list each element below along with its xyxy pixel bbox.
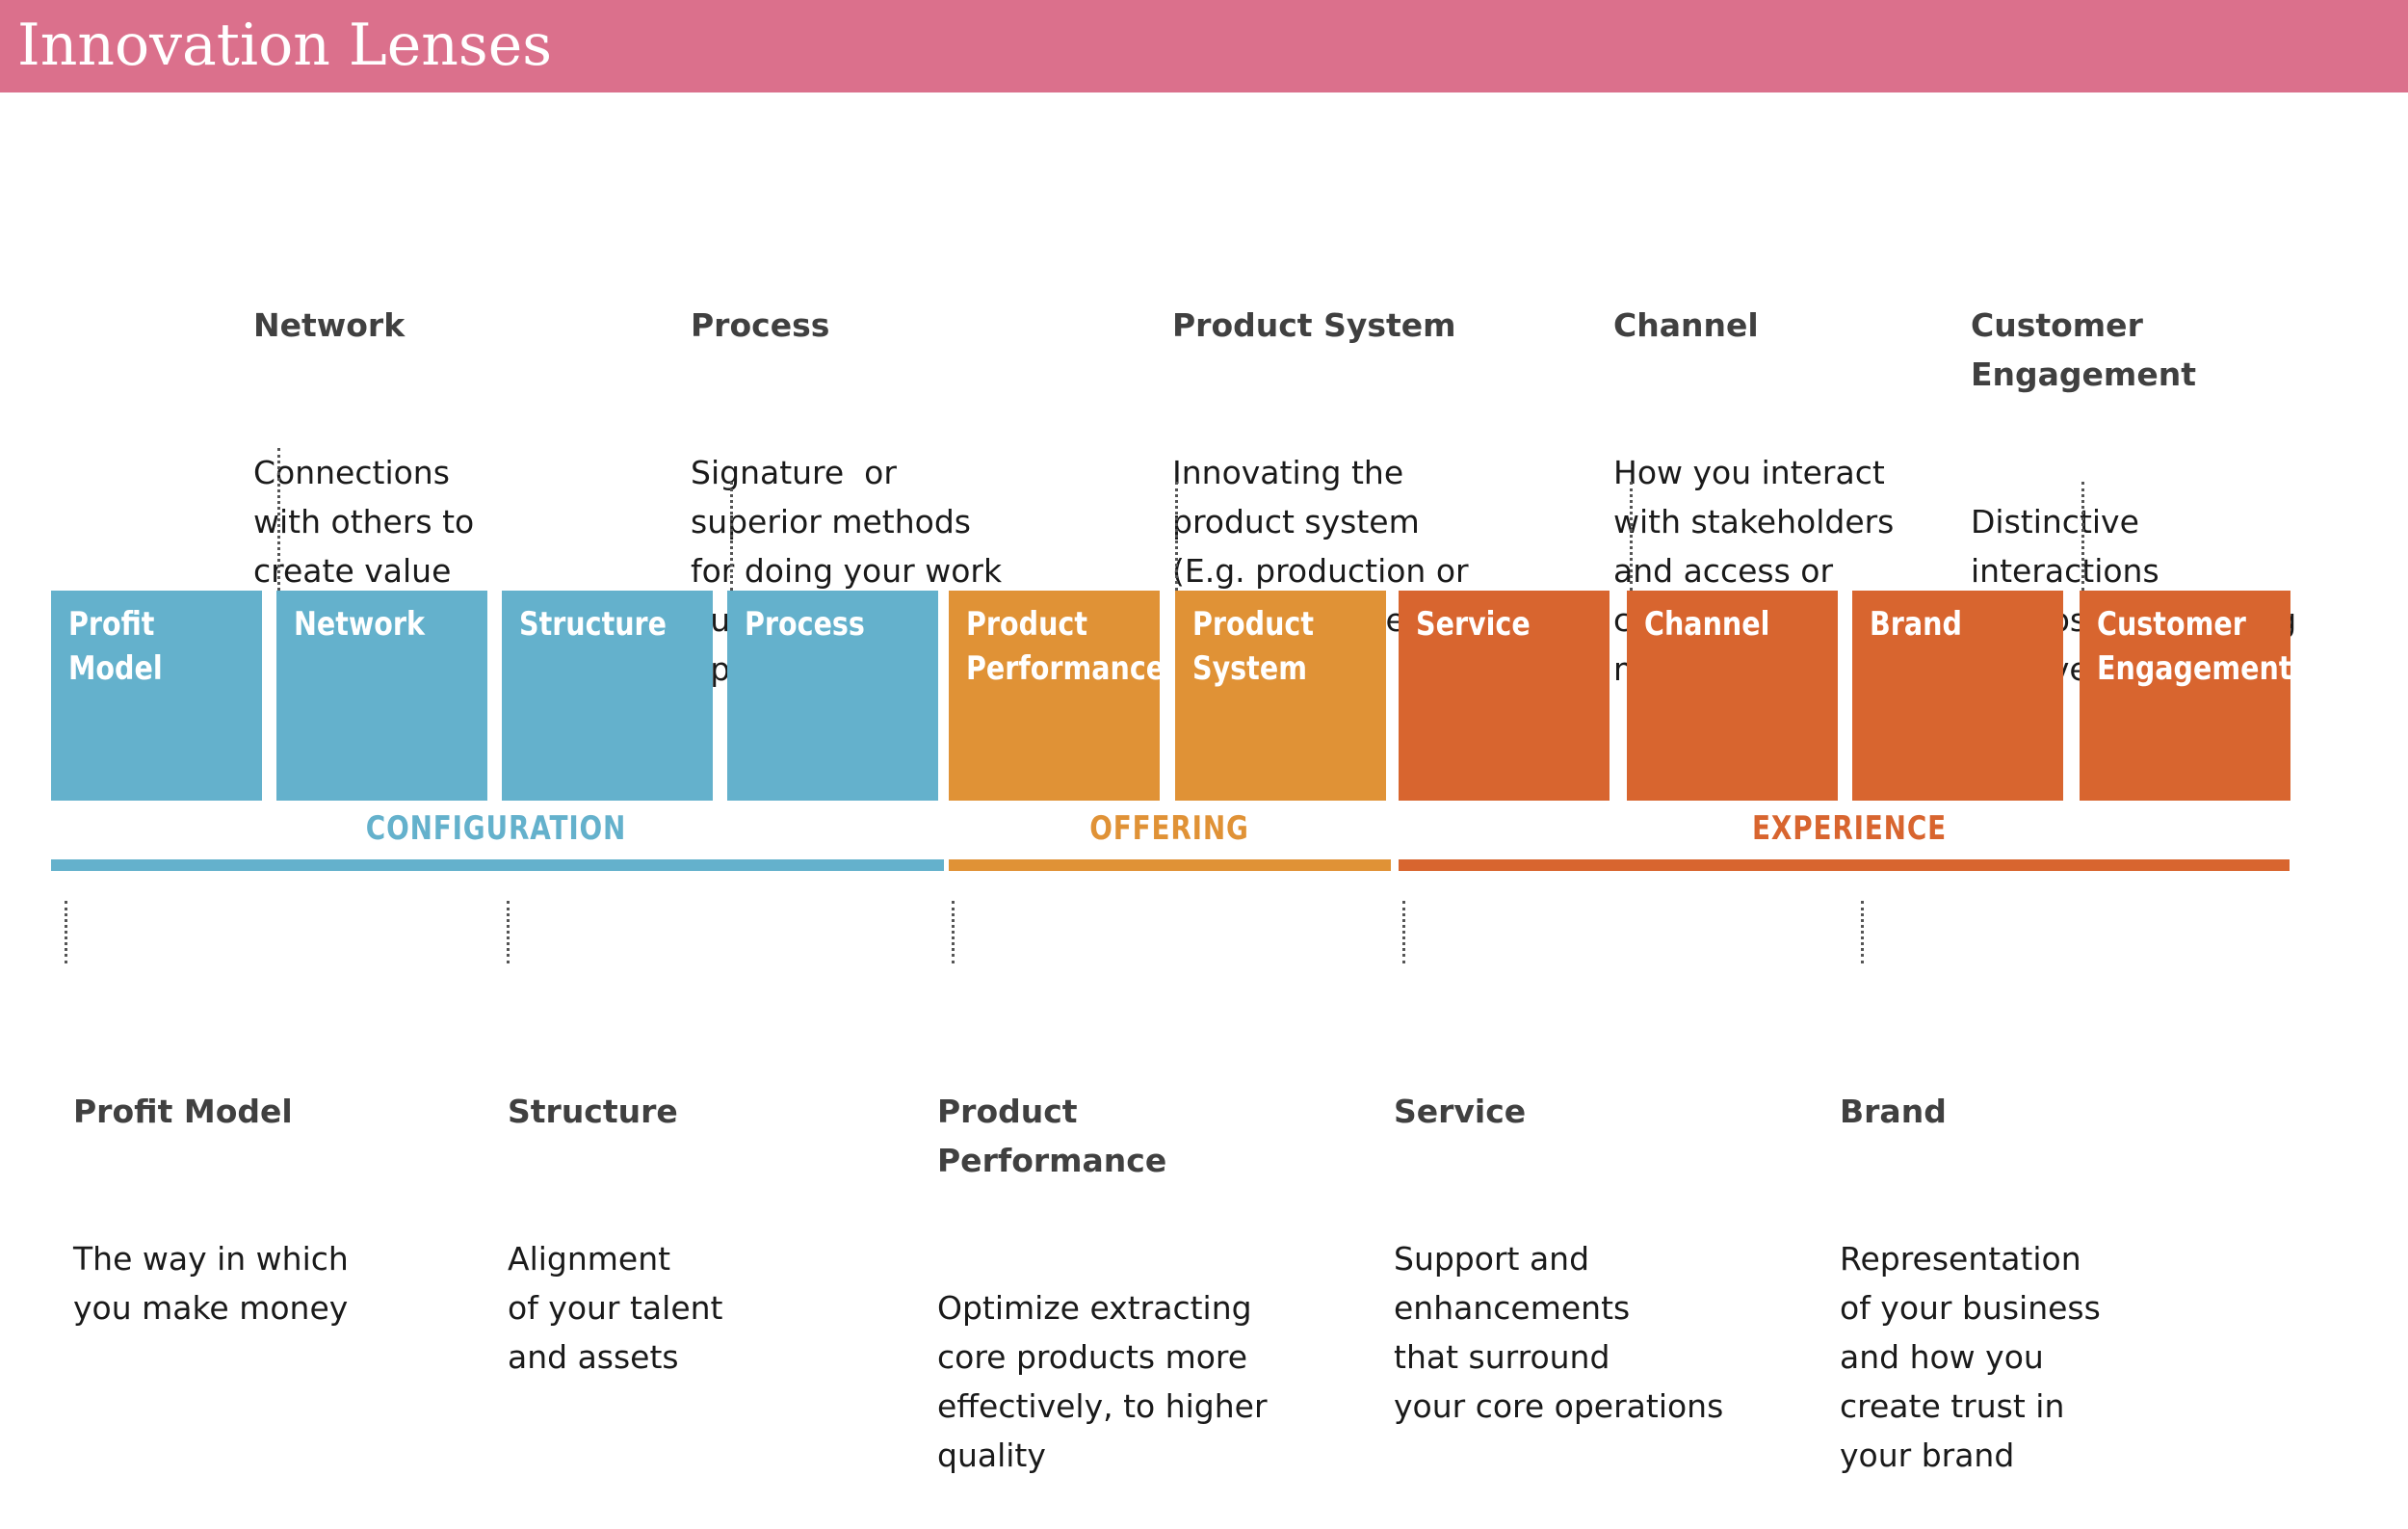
description-title: Channel [1613,306,1759,344]
description-structure: Structure Alignment of your talent and a… [508,989,722,1431]
lens-label: Network [294,605,426,644]
description-title: Product System [1172,306,1456,344]
connector-network [277,448,280,591]
description-network: Network Connections with others to creat… [253,202,474,645]
connector-structure [507,901,510,963]
description-title: Profit Model [73,1093,293,1130]
lens-box-product-system: Product System [1175,591,1386,801]
connector-product-system [1175,482,1178,591]
description-profit-model: Profit Model The way in which you make m… [73,989,349,1382]
description-body: Optimize extracting core products more e… [937,1289,1268,1474]
description-body: Representation of your business and how … [1840,1240,2101,1474]
connector-profit-model [65,901,67,963]
lens-label: Profit Model [68,605,163,688]
page-title: Innovation Lenses [17,12,552,79]
lens-box-channel: Channel [1627,591,1838,801]
lens-box-network: Network [276,591,487,801]
lens-box-product-performance: Product Performance [949,591,1165,801]
connector-brand [1861,901,1864,963]
connector-service [1402,901,1405,963]
description-body: Connections with others to create value [253,454,475,590]
lens-box-profit-model: Profit Model [51,591,262,801]
description-title: Customer Engagement [1971,306,2196,393]
description-title: Structure [508,1093,678,1130]
category-label-configuration: CONFIGURATION [365,809,627,848]
description-title: Network [253,306,406,344]
category-bar-offering [949,859,1391,871]
category-label-experience: EXPERIENCE [1752,809,1947,848]
lens-label: Product Performance [966,605,1165,688]
lens-label: Customer Engagement [2097,605,2292,688]
description-title: Service [1394,1093,1527,1130]
description-title: Process [691,306,830,344]
description-product-performance: Product Performance Optimize extracting … [937,989,1268,1529]
description-body: The way in which you make money [73,1240,349,1327]
description-body: Alignment of your talent and assets [508,1240,723,1376]
category-bar-experience [1399,859,2290,871]
lens-box-brand: Brand [1852,591,2063,801]
lens-box-structure: Structure [502,591,713,801]
description-title: Product Performance [937,1093,1167,1179]
description-title: Brand [1840,1093,1947,1130]
connector-process [730,482,733,591]
category-label-offering: OFFERING [1089,809,1249,848]
category-bar-configuration [51,859,944,871]
connector-channel [1630,482,1633,591]
description-body: Support and enhancements that surround y… [1394,1240,1724,1425]
lens-box-customer-engagement: Customer Engagement [2080,591,2292,801]
connector-product-performance [952,901,955,963]
description-brand: Brand Representation of your business an… [1840,989,2101,1529]
lens-label: Channel [1644,605,1770,644]
description-service: Service Support and enhancements that su… [1394,989,1723,1480]
lens-label: Structure [519,605,667,644]
lens-label: Product System [1192,605,1314,688]
connector-customer-engagement [2081,482,2084,591]
lens-box-service: Service [1399,591,1610,801]
lens-box-process: Process [727,591,938,801]
lens-label: Service [1416,605,1531,644]
lens-label: Brand [1870,605,1962,644]
lens-label: Process [745,605,865,644]
title-banner: Innovation Lenses [0,0,2408,92]
